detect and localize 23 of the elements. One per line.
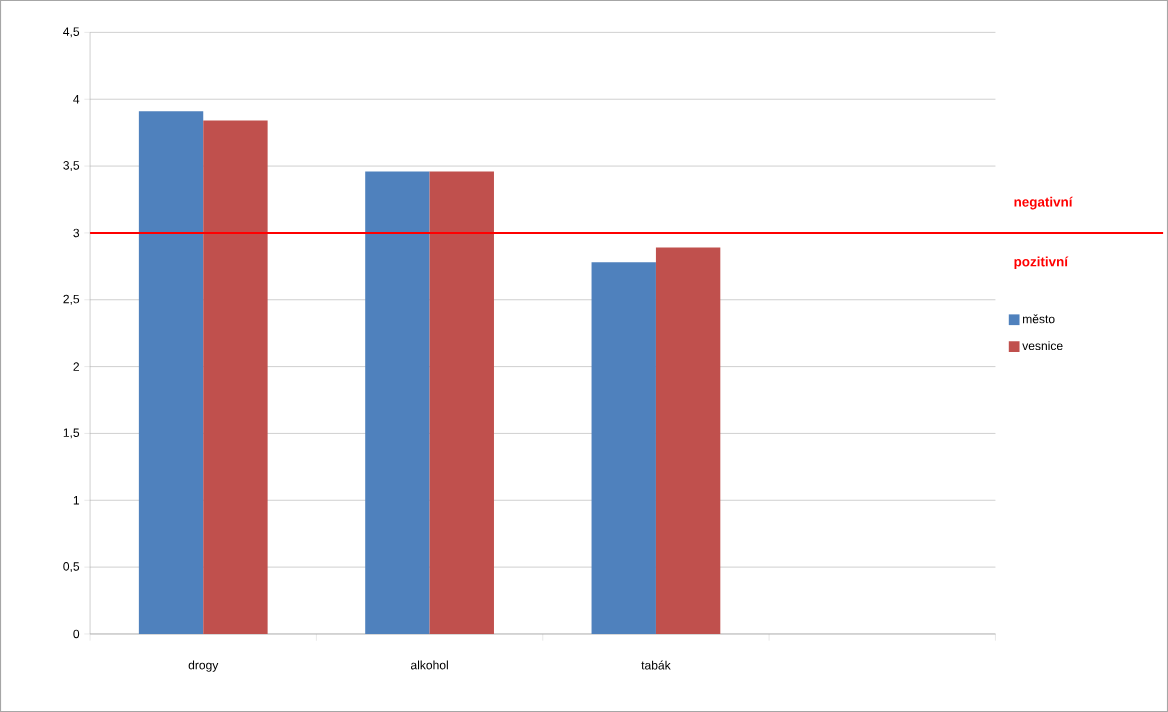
bar <box>655 247 721 634</box>
legend-label: vesnice <box>1022 341 1063 351</box>
bar <box>138 111 204 634</box>
y-tick-label: 0 <box>73 629 80 639</box>
y-tick-label: 3,5 <box>63 161 80 172</box>
bar <box>429 171 494 634</box>
y-tick-label: 1 <box>73 496 80 505</box>
y-tick-label: 3 <box>73 228 80 238</box>
y-tick-label: 2 <box>73 362 79 371</box>
y-tick-label: 4,5 <box>63 27 80 38</box>
bar <box>591 262 656 634</box>
y-tick-label: 2,5 <box>63 294 80 305</box>
text: pozitivní <box>1014 256 1069 270</box>
bar <box>203 120 268 634</box>
text: negativní <box>1014 196 1073 210</box>
x-tick-label: tabák <box>641 660 671 670</box>
bar <box>365 171 430 634</box>
x-tick-label: alkohol <box>410 660 448 670</box>
legend-label: město <box>1023 314 1055 324</box>
y-tick-label: 0,5 <box>63 562 80 573</box>
y-tick-label: 4 <box>73 95 80 104</box>
x-tick-label: drogy <box>188 660 219 672</box>
y-tick-label: 1,5 <box>63 428 80 439</box>
